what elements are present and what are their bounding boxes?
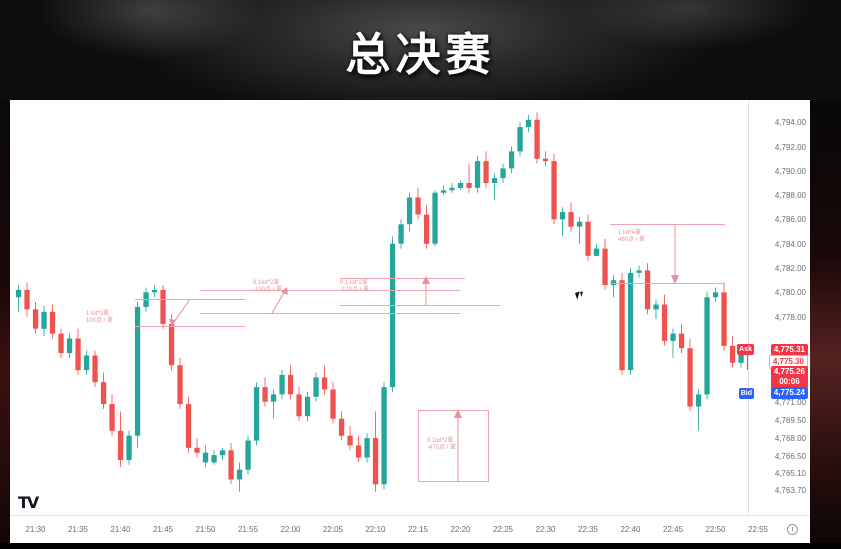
time-tick: 21:40 — [110, 525, 131, 534]
ask-side-label: Ask — [737, 344, 754, 356]
price-tick: 4,784.00 — [774, 239, 806, 249]
anno-line-1-bottom[interactable] — [135, 326, 245, 327]
bottom-dark-bar — [0, 543, 841, 549]
time-tick: 22:10 — [365, 525, 386, 534]
title-banner: 总决赛 — [0, 0, 841, 100]
price-tick: 4,792.00 — [774, 142, 806, 152]
price-tick: 4,765.10 — [774, 469, 806, 479]
time-tick: 22:15 — [407, 525, 429, 534]
price-tick: 4,780.00 — [774, 288, 806, 298]
anno-line-2-top[interactable] — [200, 290, 460, 291]
time-tick: 22:35 — [577, 525, 599, 534]
price-tick: 4,790.00 — [774, 166, 806, 176]
last-price-tag[interactable]: 4,775.26 00:06 — [770, 366, 808, 389]
anno-line-4-top[interactable] — [610, 224, 725, 225]
time-tick: 22:30 — [535, 525, 556, 534]
time-tick: 22:45 — [662, 525, 684, 534]
anno-line-3-bottom[interactable] — [340, 305, 500, 306]
time-tick: 21:50 — [195, 525, 216, 534]
price-tick: 4,768.00 — [774, 434, 806, 444]
anno-arrow-1 — [169, 298, 191, 327]
price-tick: 4,771.00 — [774, 397, 806, 407]
price-tick: 4,769.50 — [774, 415, 806, 425]
time-tick: 21:35 — [67, 525, 89, 534]
anno-vline-5-left[interactable] — [418, 410, 419, 482]
time-tick: 22:20 — [450, 525, 471, 534]
candlestick-series — [15, 112, 778, 492]
time-tick: 22:00 — [280, 525, 301, 534]
anno-line-5-bottom[interactable] — [418, 481, 489, 482]
anno-line-3-top[interactable] — [340, 278, 465, 279]
price-tick: 4,766.50 — [774, 452, 806, 462]
price-tick: 4,788.00 — [774, 191, 806, 201]
anno-arrow-4 — [671, 224, 679, 284]
time-tick: 21:55 — [237, 525, 259, 534]
right-dark-rail — [810, 100, 841, 549]
anno-arrow-3 — [422, 276, 430, 305]
anno-vline-5-right[interactable] — [488, 410, 489, 482]
price-tick: 4,786.00 — [774, 215, 806, 225]
time-tick: 22:40 — [620, 525, 641, 534]
banner-title: 总决赛 — [345, 28, 496, 81]
left-dark-rail — [0, 100, 12, 549]
anno-arrow-2 — [271, 287, 288, 314]
bid-side-label: Bid — [738, 388, 754, 400]
anno-line-4-bottom[interactable] — [610, 283, 725, 284]
bid-price-tag[interactable]: 4,775.24 — [770, 387, 808, 400]
anno-line-5-top[interactable] — [418, 410, 489, 411]
price-tick: 4,778.00 — [774, 312, 806, 322]
annotation-text-2: 0.1lot*2單 -130点 / 單 — [253, 279, 283, 294]
time-scale[interactable]: 21:30 21:35 21:40 21:45 21:50 21:55 22:00 22:05… — [10, 515, 810, 543]
annotation-text-3: 0.1 lot*2單 -120点 / 單 — [340, 279, 370, 294]
price-tick: 4,763.70 — [774, 486, 806, 496]
anno-arrow-5 — [454, 409, 462, 482]
clock-icon[interactable] — [787, 524, 798, 535]
anno-line-2-bottom[interactable] — [200, 313, 460, 314]
time-tick: 22:55 — [747, 525, 769, 534]
time-tick: 21:45 — [152, 525, 174, 534]
annotation-text-5: 0.1lot*2單 -470点 / 單 — [427, 437, 457, 452]
tradingview-logo[interactable]: TV — [18, 493, 39, 512]
time-tick: 22:25 — [492, 525, 514, 534]
price-tick: 4,794.00 — [774, 118, 806, 128]
price-scale[interactable]: 4,794.00 4,792.00 4,790.00 4,788.00 4,786.00… — [737, 100, 810, 515]
tradingview-chart[interactable]: 1 lot*3單 100点 / 單 0.1lot*2單 -130点 / 單 0.1 … — [10, 100, 810, 543]
chart-plot-area[interactable] — [10, 100, 792, 515]
ask-price-tag[interactable]: 4,775.31 — [770, 344, 808, 357]
time-tick: 22:05 — [322, 525, 344, 534]
annotation-text-1: 1 lot*3單 100点 / 單 — [86, 310, 114, 325]
time-tick: 22:50 — [705, 525, 726, 534]
price-tick: 4,782.00 — [774, 264, 806, 273]
annotation-text-4: 1 lot*4單 460点 / 單 — [618, 229, 646, 244]
time-tick: 21:30 — [25, 525, 46, 534]
